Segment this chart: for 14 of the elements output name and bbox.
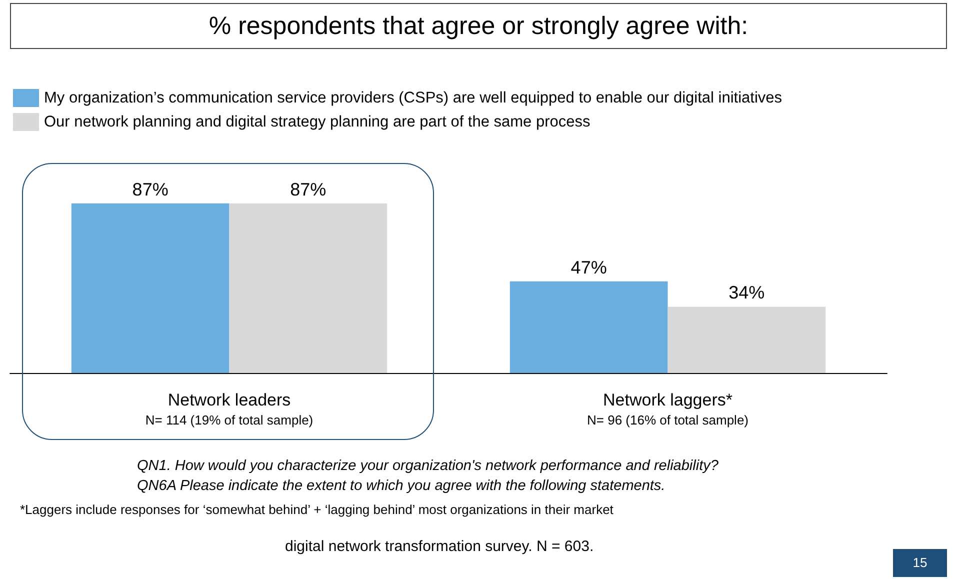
text: *Laggers include responses for ‘somewhat behind’ + ‘lagging behind’ most organizations in their market bbox=[20, 502, 614, 517]
data-label: 87% bbox=[132, 179, 168, 200]
legend-label: My organization’s communication service providers (CSPs) are well equipped to enable our digital initiatives bbox=[44, 90, 782, 106]
data-label: 47% bbox=[570, 257, 607, 278]
legend-label: Our network planning and digital strategy planning are part of the same process bbox=[44, 114, 591, 130]
text: QN1. How would you characterize your organization's network performance and reliability? bbox=[137, 458, 718, 474]
x-tick-label: Network leaders N= 114 (19% of total sample) bbox=[145, 390, 314, 428]
data-label: 34% bbox=[728, 282, 765, 303]
chart-title: % respondents that agree or strongly agree with: bbox=[10, 3, 947, 49]
text: digital network transformation survey. N = 603. bbox=[285, 538, 594, 555]
text: 15 bbox=[893, 549, 947, 577]
x-tick-label: Network laggers* N= 96 (16% of total sample) bbox=[587, 390, 748, 428]
data-label: 87% bbox=[290, 179, 326, 200]
text: QN6A Please indicate the extent to which you agree with the following statements. bbox=[137, 478, 666, 494]
